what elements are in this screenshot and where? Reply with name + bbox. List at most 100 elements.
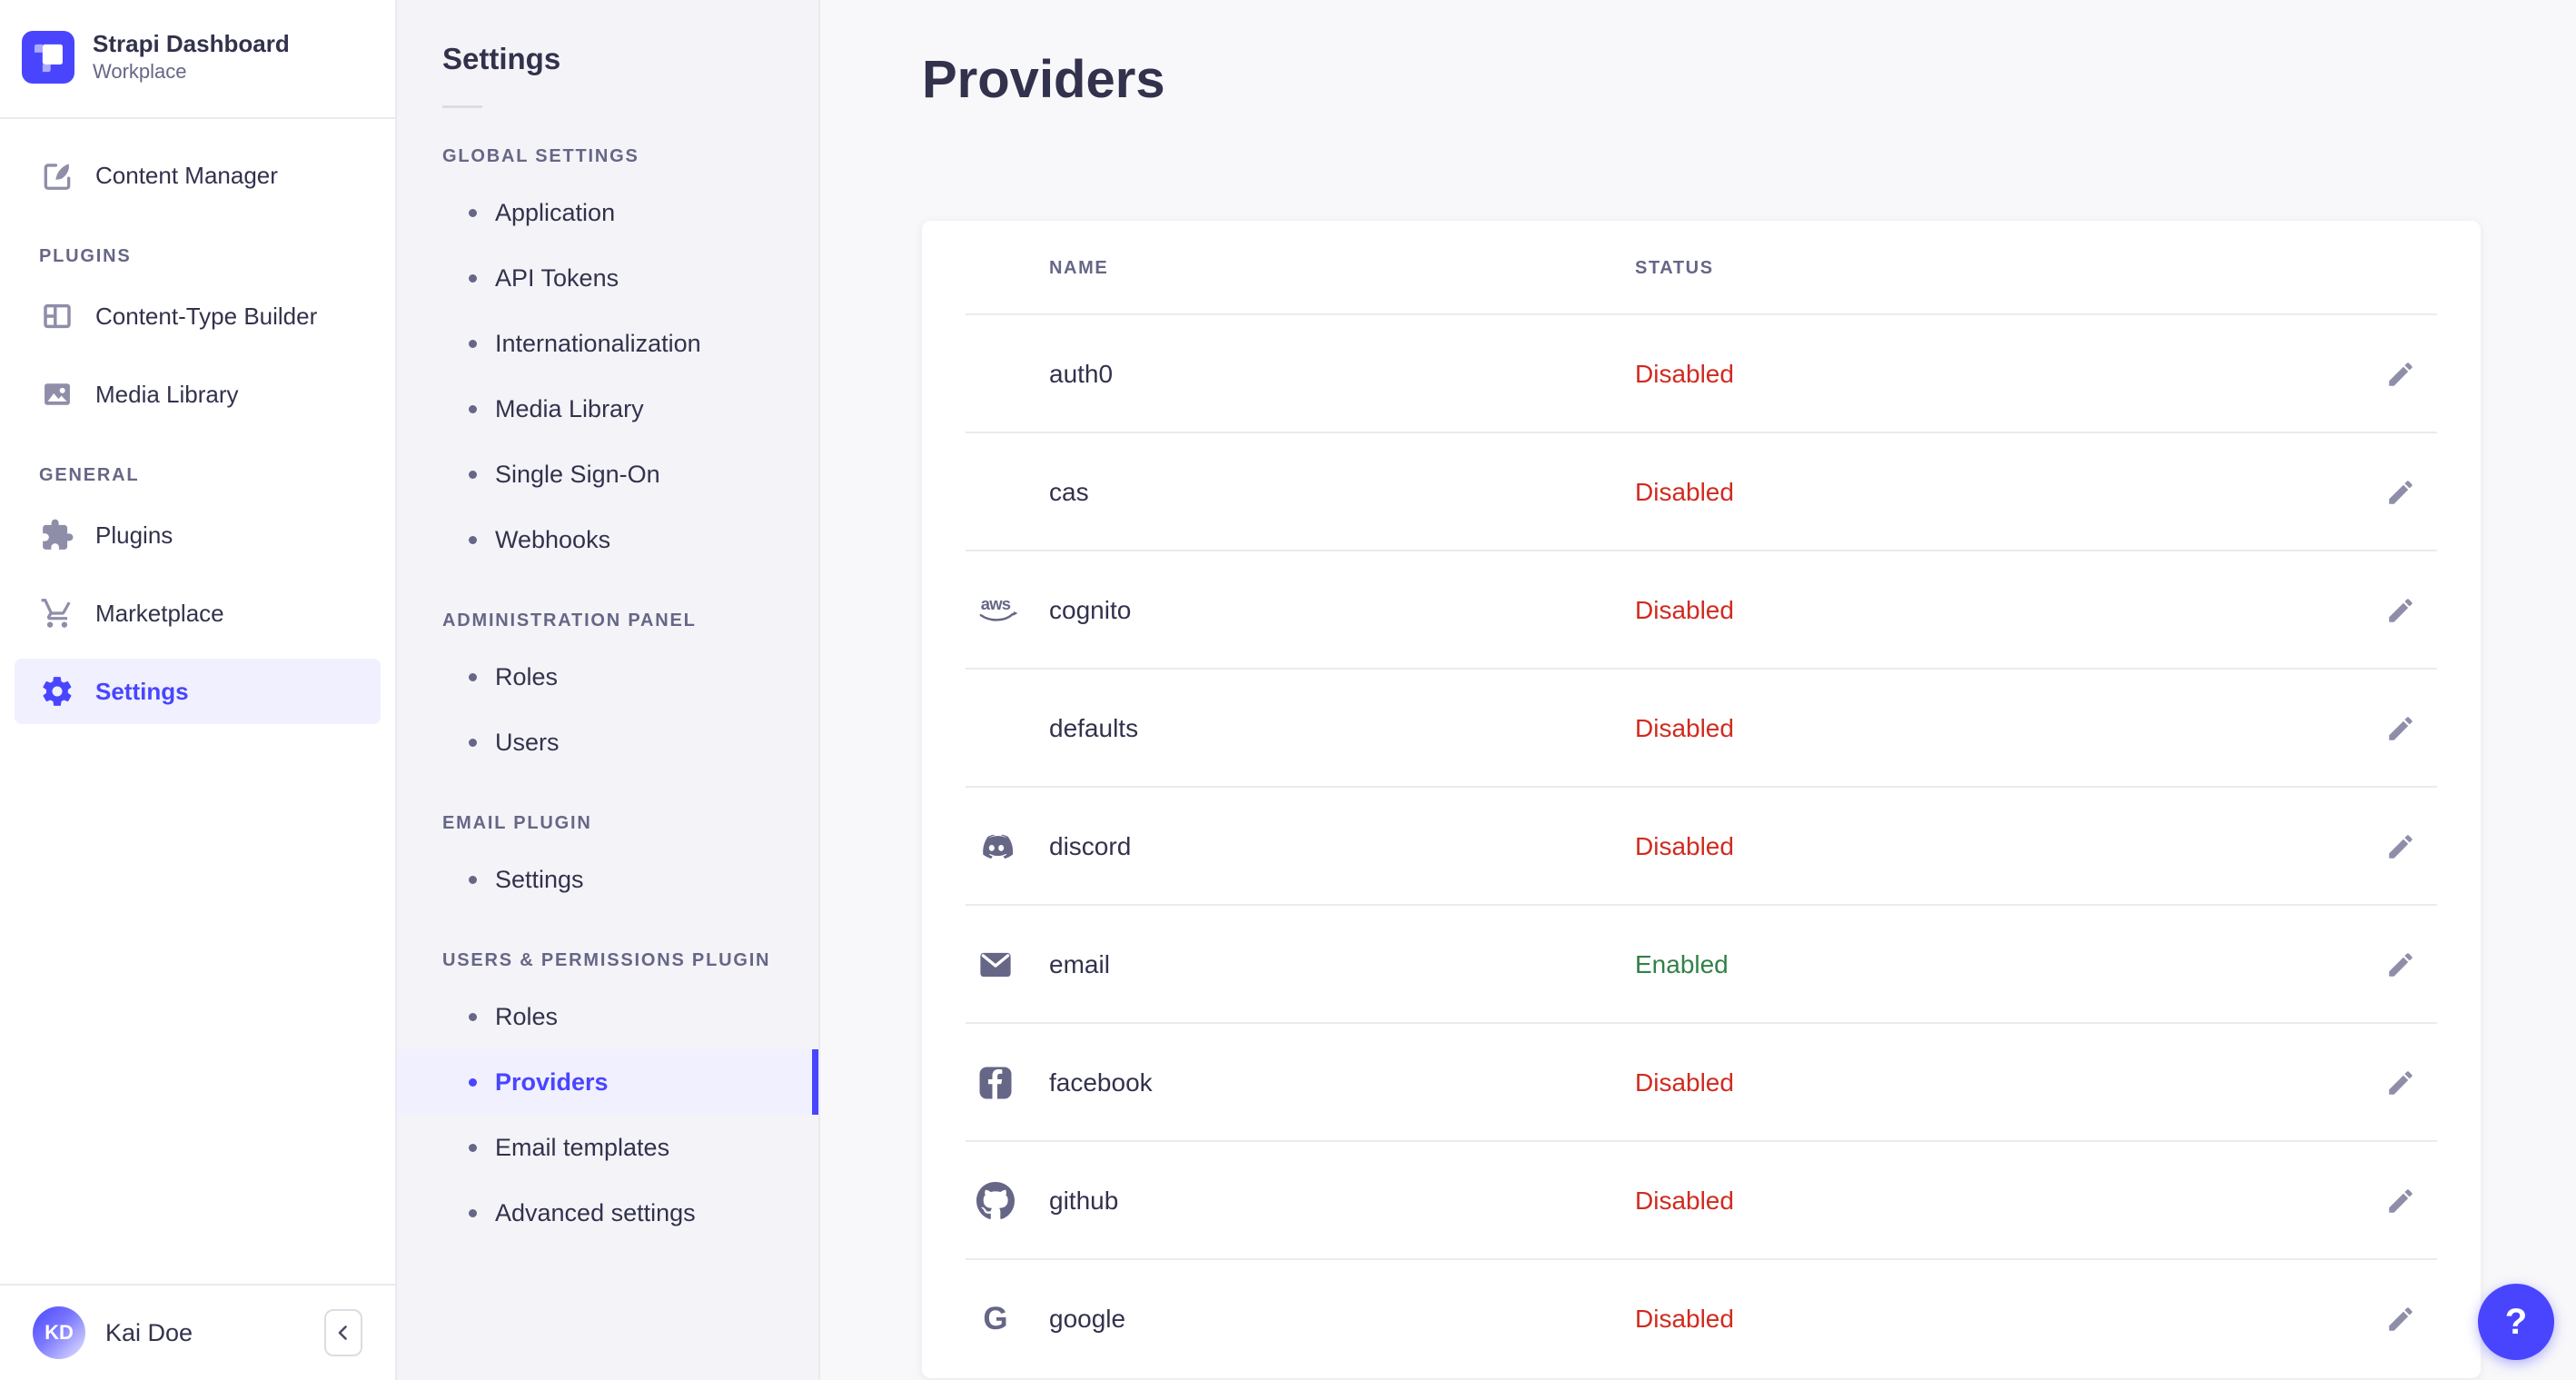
brand-text: Strapi Dashboard Workplace <box>93 29 290 84</box>
strapi-logo-icon <box>22 30 74 84</box>
pencil-icon <box>2385 831 2416 862</box>
column-header-status: STATUS <box>1635 257 1714 278</box>
sidebar-item-label: Content Manager <box>95 161 278 189</box>
table-row[interactable]: G google Disabled <box>922 1260 2481 1378</box>
pencil-icon <box>2385 477 2416 508</box>
subnav-item-up-roles[interactable]: Roles <box>397 984 818 1049</box>
status-badge: Enabled <box>1635 950 1729 978</box>
subnav-item-admin-roles[interactable]: Roles <box>397 644 818 710</box>
provider-name: github <box>1049 1186 1119 1215</box>
status-badge: Disabled <box>1635 360 1734 388</box>
sidebar: Strapi Dashboard Workplace Content Manag… <box>0 0 397 1380</box>
workspace-title: Strapi Dashboard <box>93 30 290 57</box>
edit-provider-button[interactable] <box>2376 1058 2425 1107</box>
table-row[interactable]: auth0 Disabled <box>922 315 2481 433</box>
edit-provider-button[interactable] <box>2376 822 2425 871</box>
user-bar: KD Kai Doe <box>0 1284 395 1380</box>
subnav-list: Roles Users <box>397 644 818 775</box>
subnav-item-providers[interactable]: Providers <box>397 1049 818 1115</box>
help-button[interactable]: ? <box>2478 1284 2554 1360</box>
table-row[interactable]: email Enabled <box>922 906 2481 1024</box>
status-badge: Disabled <box>1635 714 1734 742</box>
subnav-item-application[interactable]: Application <box>397 180 818 245</box>
provider-name: discord <box>1049 832 1132 860</box>
subnav-section-global-settings: GLOBAL SETTINGS Application API Tokens I… <box>397 146 818 572</box>
aws-icon: aws <box>976 594 1049 627</box>
subnav-item-email-settings[interactable]: Settings <box>397 847 818 912</box>
status-badge: Disabled <box>1635 478 1734 506</box>
table-row[interactable]: github Disabled <box>922 1142 2481 1260</box>
subnav-item-email-templates[interactable]: Email templates <box>397 1115 818 1180</box>
pencil-icon <box>2385 1186 2416 1216</box>
subnav-item-admin-users[interactable]: Users <box>397 710 818 775</box>
sidebar-item-marketplace[interactable]: Marketplace <box>15 581 381 646</box>
sidebar-section-general: GENERAL <box>39 465 140 486</box>
subnav-item-media-library[interactable]: Media Library <box>397 376 818 442</box>
user-name[interactable]: Kai Doe <box>105 1318 193 1346</box>
subnav-list: Application API Tokens Internationalizat… <box>397 180 818 572</box>
edit-provider-button[interactable] <box>2376 704 2425 753</box>
table-row[interactable]: discord Disabled <box>922 788 2481 906</box>
provider-name: cas <box>1049 478 1089 506</box>
status-badge: Disabled <box>1635 1068 1734 1097</box>
email-icon <box>976 946 1049 984</box>
svg-text:aws: aws <box>981 594 1011 613</box>
edit-provider-button[interactable] <box>2376 586 2425 635</box>
pencil-icon <box>2385 949 2416 980</box>
pencil-icon <box>2385 1067 2416 1098</box>
sidebar-item-media-library[interactable]: Media Library <box>15 362 381 427</box>
edit-provider-button[interactable] <box>2376 468 2425 517</box>
pencil-icon <box>2385 595 2416 626</box>
workspace-subtitle: Workplace <box>93 59 187 83</box>
question-mark-icon: ? <box>2504 1301 2528 1342</box>
status-badge: Disabled <box>1635 1186 1734 1215</box>
subnav-item-webhooks[interactable]: Webhooks <box>397 507 818 572</box>
sidebar-nav: Content Manager PLUGINS Content-Type Bui… <box>0 119 395 725</box>
table-row[interactable]: aws cognito Disabled <box>922 551 2481 670</box>
github-icon <box>976 1181 1049 1221</box>
provider-name: auth0 <box>1049 360 1114 388</box>
table-row[interactable]: facebook Disabled <box>922 1024 2481 1142</box>
edit-provider-button[interactable] <box>2376 940 2425 989</box>
status-badge: Disabled <box>1635 1305 1734 1333</box>
subnav-list: Settings <box>397 847 818 912</box>
subnav-item-internationalization[interactable]: Internationalization <box>397 311 818 376</box>
status-badge: Disabled <box>1635 596 1734 624</box>
sidebar-item-plugins[interactable]: Plugins <box>15 502 381 568</box>
table-header-row: NAME STATUS <box>922 221 2481 315</box>
sidebar-collapse-button[interactable] <box>324 1309 362 1356</box>
svg-text:G: G <box>983 1301 1007 1336</box>
sidebar-item-content-manager[interactable]: Content Manager <box>15 143 381 208</box>
sidebar-item-label: Plugins <box>95 521 173 549</box>
subnav-section-header: ADMINISTRATION PANEL <box>442 611 697 630</box>
puzzle-icon <box>39 517 75 553</box>
workspace-brand[interactable]: Strapi Dashboard Workplace <box>0 0 395 117</box>
table-row[interactable]: defaults Disabled <box>922 670 2481 788</box>
status-badge: Disabled <box>1635 832 1734 860</box>
sidebar-item-content-type-builder[interactable]: Content-Type Builder <box>15 283 381 349</box>
subnav-list: Roles Providers Email templates Advanced… <box>397 984 818 1246</box>
content-manager-icon <box>39 157 75 194</box>
edit-provider-button[interactable] <box>2376 1176 2425 1226</box>
sidebar-item-label: Settings <box>95 677 189 705</box>
sidebar-item-label: Content-Type Builder <box>95 302 318 330</box>
sidebar-item-settings[interactable]: Settings <box>15 659 381 725</box>
subnav-item-advanced-settings[interactable]: Advanced settings <box>397 1180 818 1246</box>
provider-name: email <box>1049 950 1110 978</box>
sidebar-divider <box>0 117 395 120</box>
subnav-section-header: EMAIL PLUGIN <box>442 813 592 833</box>
edit-provider-button[interactable] <box>2376 350 2425 399</box>
facebook-icon <box>976 1064 1049 1102</box>
main-content: Providers NAME STATUS auth0 Disabled cas… <box>820 0 2576 1380</box>
subnav-item-single-sign-on[interactable]: Single Sign-On <box>397 442 818 507</box>
subnav-title: Settings <box>442 42 561 75</box>
subnav-item-api-tokens[interactable]: API Tokens <box>397 245 818 311</box>
discord-icon <box>976 829 1049 865</box>
provider-name: facebook <box>1049 1068 1153 1097</box>
subnav-section-header: GLOBAL SETTINGS <box>442 146 639 166</box>
subnav-section-email-plugin: EMAIL PLUGIN Settings <box>397 813 818 912</box>
pencil-icon <box>2385 1304 2416 1335</box>
avatar: KD <box>33 1306 85 1359</box>
table-row[interactable]: cas Disabled <box>922 433 2481 551</box>
edit-provider-button[interactable] <box>2376 1295 2425 1344</box>
